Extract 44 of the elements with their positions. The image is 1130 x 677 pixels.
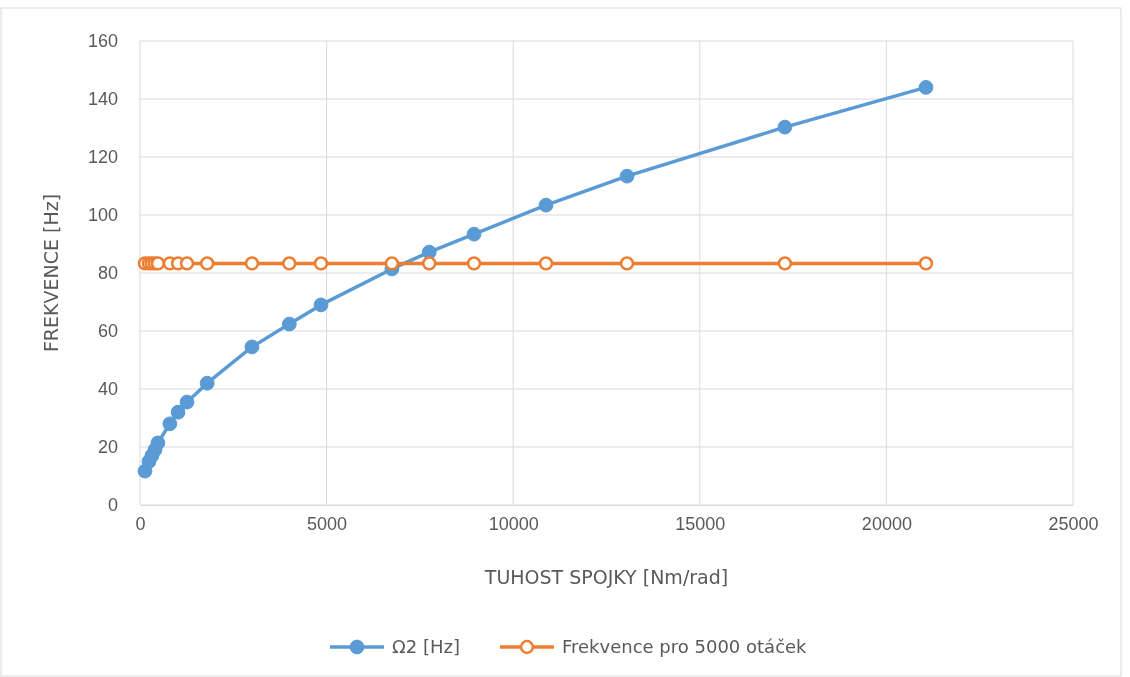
legend-label: Ω2 [Hz]	[392, 636, 460, 657]
x-tick-label: 5000	[307, 513, 348, 534]
x-tick-label: 20000	[861, 513, 912, 534]
point	[244, 339, 260, 355]
x-axis-title: TUHOST SPOJKY [Nm/rad]	[483, 566, 729, 588]
point	[466, 226, 482, 242]
point	[777, 256, 793, 271]
x-tick-label: 0	[135, 513, 146, 534]
point	[538, 197, 554, 213]
point	[244, 256, 260, 271]
point	[619, 256, 635, 271]
y-tick-label: 140	[87, 89, 118, 110]
point	[619, 168, 635, 184]
point	[179, 394, 195, 410]
point	[162, 416, 178, 432]
y-tick-label: 80	[97, 263, 118, 284]
x-tick-label: 15000	[675, 513, 726, 534]
x-tick-label: 25000	[1048, 513, 1099, 534]
y-axis-title: FREKVENCE [Hz]	[40, 193, 62, 353]
point	[538, 256, 554, 271]
point	[199, 375, 215, 391]
point	[466, 256, 482, 271]
x-tick-label: 10000	[488, 513, 539, 534]
y-tick-label: 160	[87, 31, 118, 52]
y-tick-label: 0	[107, 495, 118, 516]
point	[918, 256, 934, 271]
point	[384, 256, 400, 271]
point	[918, 80, 934, 95]
y-tick-label: 100	[87, 205, 118, 226]
point	[281, 316, 297, 332]
point	[282, 256, 297, 271]
point	[777, 119, 793, 135]
point	[170, 404, 186, 420]
legend-label: Frekvence pro 5000 otáček	[561, 636, 808, 657]
y-tick-label: 20	[97, 437, 118, 458]
y-tick-label: 120	[87, 147, 118, 168]
y-tick-label: 60	[97, 321, 118, 342]
point	[313, 256, 329, 271]
point	[179, 256, 195, 271]
point	[313, 297, 329, 313]
point	[422, 256, 437, 271]
point	[150, 435, 166, 451]
point	[200, 256, 215, 271]
y-tick-label: 40	[97, 379, 118, 400]
